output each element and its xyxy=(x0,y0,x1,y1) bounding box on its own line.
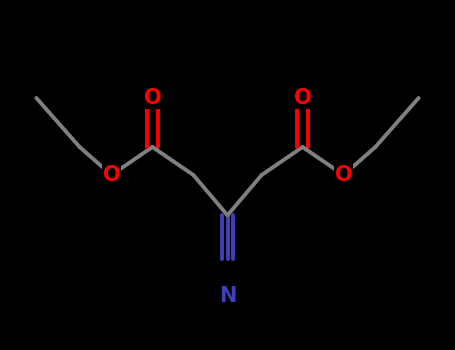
Text: O: O xyxy=(144,88,161,108)
Text: O: O xyxy=(103,165,120,185)
Text: O: O xyxy=(294,88,311,108)
Text: O: O xyxy=(335,165,352,185)
Text: N: N xyxy=(219,286,236,306)
